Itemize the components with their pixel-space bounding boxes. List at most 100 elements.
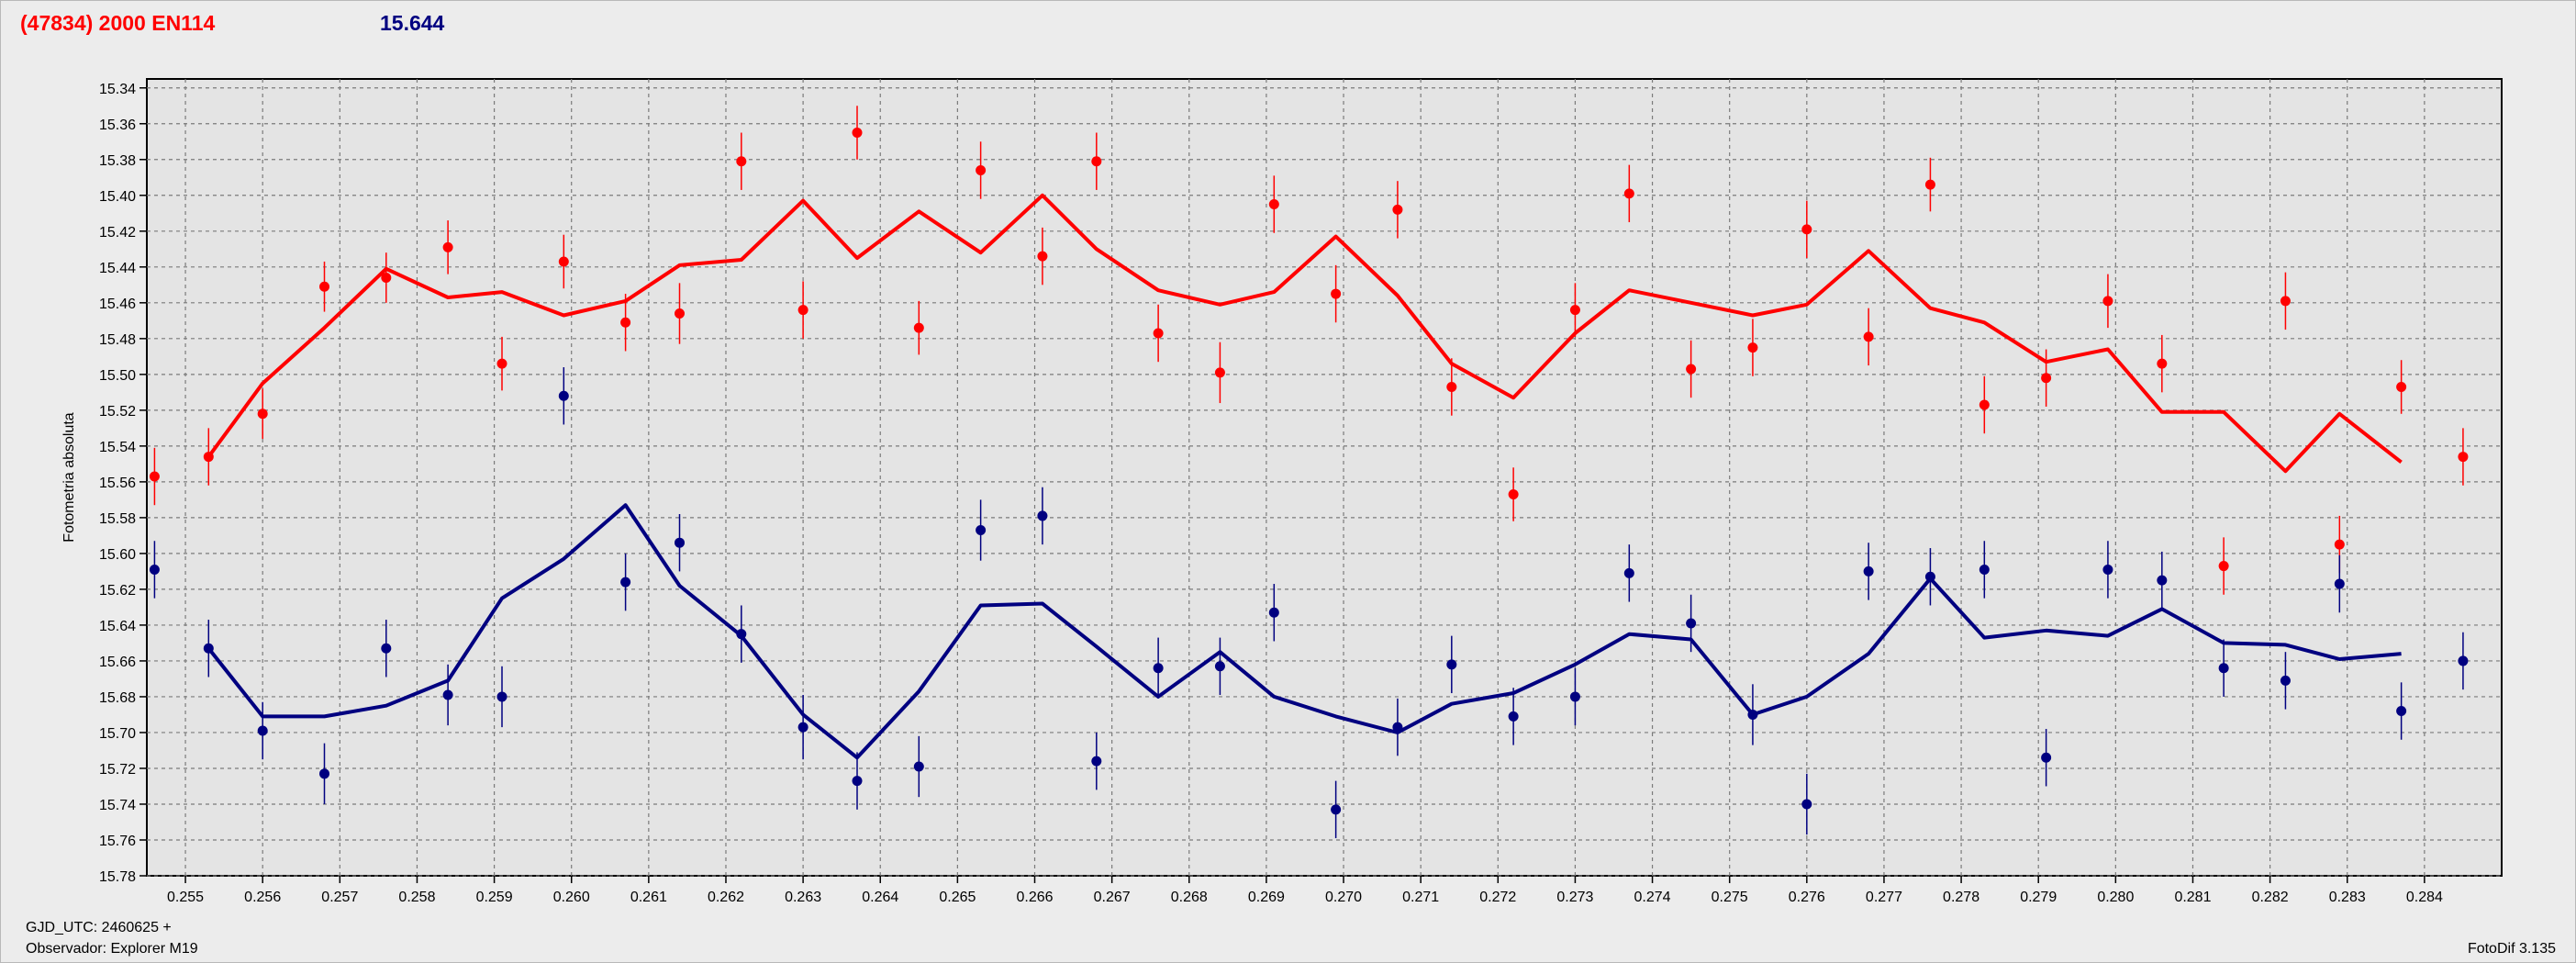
data-point xyxy=(2280,675,2291,686)
y-tick-label: 15.70 xyxy=(99,726,136,742)
data-point xyxy=(2041,752,2052,763)
data-point xyxy=(1214,661,1225,672)
data-point xyxy=(797,305,808,316)
x-tick-label: 0.272 xyxy=(1479,890,1516,905)
data-point xyxy=(1924,179,1935,190)
data-point xyxy=(1091,156,1102,167)
y-tick-label: 15.60 xyxy=(99,547,136,563)
x-tick-label: 0.281 xyxy=(2174,890,2211,905)
x-tick-label: 0.261 xyxy=(630,890,667,905)
data-point xyxy=(1569,305,1580,316)
data-point xyxy=(2218,663,2229,674)
data-point xyxy=(1686,618,1697,629)
data-point xyxy=(558,390,569,401)
data-point xyxy=(1623,567,1634,578)
data-point xyxy=(2157,358,2168,369)
data-point xyxy=(1214,367,1225,378)
x-tick-label: 0.264 xyxy=(862,890,898,905)
data-point xyxy=(852,128,863,139)
y-tick-label: 15.76 xyxy=(99,834,136,849)
data-point xyxy=(1268,199,1279,210)
data-point xyxy=(1924,571,1935,582)
data-point xyxy=(620,317,631,328)
x-tick-label: 0.280 xyxy=(2097,890,2134,905)
data-point xyxy=(2334,578,2345,589)
data-point xyxy=(797,722,808,733)
data-point xyxy=(675,537,686,548)
x-tick-label: 0.276 xyxy=(1789,890,1825,905)
axis-ticks: 0.255 0.256 0.257 0.258 0.259 0.260 0.261 0.262… xyxy=(99,82,2443,905)
series-0 xyxy=(149,106,2469,595)
y-tick-label: 15.40 xyxy=(99,189,136,205)
x-tick-label: 0.271 xyxy=(1402,890,1439,905)
data-point xyxy=(257,409,268,420)
data-point xyxy=(1623,188,1634,199)
data-point xyxy=(149,564,160,575)
grid xyxy=(147,79,2502,877)
magnitude-value: 15.644 xyxy=(380,11,445,35)
x-tick-label: 0.275 xyxy=(1712,890,1748,905)
data-point xyxy=(1037,510,1048,521)
data-point xyxy=(1569,691,1580,702)
y-tick-label: 15.58 xyxy=(99,511,136,527)
x-tick-label: 0.258 xyxy=(398,890,435,905)
x-tick-label: 0.259 xyxy=(476,890,513,905)
x-tick-label: 0.256 xyxy=(244,890,281,905)
y-tick-label: 15.66 xyxy=(99,655,136,670)
version-label: FotoDif 3.135 xyxy=(2467,941,2556,957)
y-tick-label: 15.56 xyxy=(99,476,136,491)
x-tick-label: 0.284 xyxy=(2406,890,2443,905)
data-point xyxy=(2102,564,2113,575)
data-point xyxy=(1091,756,1102,767)
y-tick-label: 15.44 xyxy=(99,261,136,276)
y-tick-label: 15.34 xyxy=(99,82,136,97)
x-tick-label: 0.266 xyxy=(1016,890,1053,905)
data-point xyxy=(257,725,268,736)
data-point xyxy=(558,256,569,267)
series-1 xyxy=(149,367,2469,839)
data-point xyxy=(203,452,214,463)
data-point xyxy=(1979,564,1990,575)
data-point xyxy=(2334,539,2345,550)
data-point xyxy=(203,643,214,654)
data-point xyxy=(736,156,747,167)
data-point xyxy=(149,471,160,482)
trend-line xyxy=(206,503,2402,760)
data-point xyxy=(913,322,924,333)
data-point xyxy=(1331,288,1342,299)
data-point xyxy=(1268,607,1279,618)
x-tick-label: 0.278 xyxy=(1943,890,1979,905)
data-point xyxy=(913,761,924,772)
data-point xyxy=(496,358,507,369)
x-tick-label: 0.260 xyxy=(553,890,590,905)
data-point xyxy=(1508,711,1519,722)
y-tick-label: 15.46 xyxy=(99,297,136,312)
data-point xyxy=(1446,381,1457,392)
data-point xyxy=(976,525,987,536)
data-point xyxy=(1153,663,1164,674)
data-point xyxy=(1801,224,1812,235)
x-tick-label: 0.274 xyxy=(1634,890,1671,905)
data-point xyxy=(2396,381,2407,392)
data-point xyxy=(442,689,453,700)
data-point xyxy=(2102,296,2113,307)
data-point xyxy=(1979,399,1990,410)
y-tick-label: 15.74 xyxy=(99,798,136,813)
x-tick-label: 0.277 xyxy=(1866,890,1902,905)
y-tick-label: 15.78 xyxy=(99,869,136,885)
data-point xyxy=(319,768,330,779)
data-point xyxy=(1508,489,1519,500)
data-point xyxy=(675,308,686,319)
data-point xyxy=(2218,561,2229,572)
data-point xyxy=(1331,804,1342,815)
data-point xyxy=(620,577,631,588)
y-tick-label: 15.54 xyxy=(99,440,136,455)
y-tick-label: 15.62 xyxy=(99,583,136,599)
gjd-label: GJD_UTC: 2460625 + xyxy=(26,920,172,935)
y-tick-label: 15.42 xyxy=(99,225,136,241)
data-point xyxy=(1446,659,1457,670)
y-tick-label: 15.38 xyxy=(99,153,136,169)
y-tick-label: 15.52 xyxy=(99,404,136,420)
data-point xyxy=(1863,565,1874,577)
plot-area xyxy=(146,78,2503,877)
